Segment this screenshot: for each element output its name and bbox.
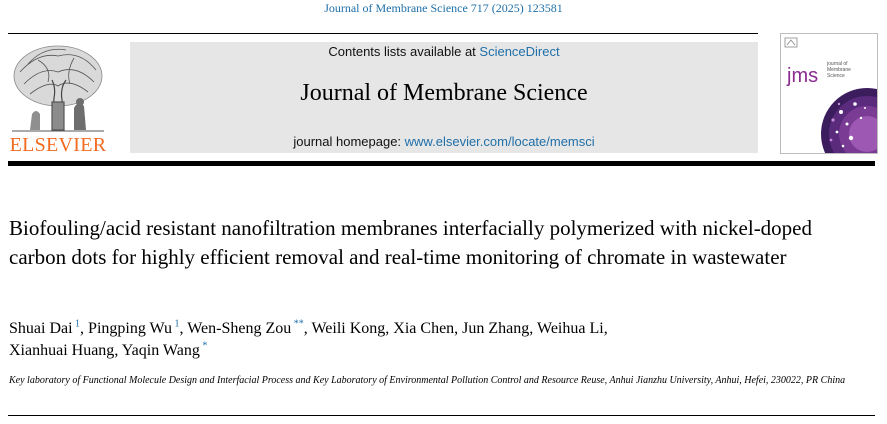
author-footnote-mark[interactable]: ** xyxy=(291,318,304,330)
author-entry[interactable]: Pingping Wu 1 xyxy=(88,318,180,337)
author-entry[interactable]: Shuai Dai 1 xyxy=(9,318,81,337)
elsevier-wordmark: ELSEVIER xyxy=(9,134,107,156)
author-separator: , xyxy=(385,320,394,337)
author-entry[interactable]: Jun Zhang xyxy=(462,320,529,337)
author-separator: , xyxy=(529,320,537,337)
author-separator: , xyxy=(114,342,122,359)
author-name[interactable]: Yaqin Wang xyxy=(121,342,200,359)
author-name[interactable]: Xianhuai Huang xyxy=(9,342,115,359)
author-entry[interactable]: Xia Chen xyxy=(393,320,454,337)
author-footnote-mark[interactable]: 1 xyxy=(72,318,81,330)
author-separator: , xyxy=(179,320,188,337)
homepage-link[interactable]: www.elsevier.com/locate/memsci xyxy=(404,134,595,149)
journal-header-panel: Contents lists available at ScienceDirec… xyxy=(130,42,758,153)
author-affiliation: Key laboratory of Functional Molecule De… xyxy=(9,375,846,386)
author-name[interactable]: Jun Zhang xyxy=(462,320,530,337)
elsevier-tree-logo[interactable] xyxy=(8,42,108,156)
author-name[interactable]: Pingping Wu xyxy=(88,320,173,337)
cover-image-icon: jms journal of Membrane Science xyxy=(781,34,877,153)
cover-subtitle-2: Membrane xyxy=(827,67,851,73)
author-entry[interactable]: Weihua Li xyxy=(537,320,604,337)
cover-subtitle-3: Science xyxy=(827,73,845,79)
journal-citation[interactable]: Journal of Membrane Science 717 (2025) 1… xyxy=(324,1,563,15)
author-entry[interactable]: Yaqin Wang * xyxy=(121,340,208,359)
cover-logo-text: jms xyxy=(786,65,818,87)
journal-homepage: journal homepage: www.elsevier.com/locat… xyxy=(130,134,758,149)
author-separator: , xyxy=(80,320,89,337)
affiliation-bottom-rule xyxy=(8,415,875,416)
sciencedirect-link[interactable]: ScienceDirect xyxy=(479,44,560,59)
author-separator: , xyxy=(603,320,608,337)
header-bottom-thick-rule xyxy=(8,161,875,166)
author-name[interactable]: Weili Kong xyxy=(311,320,386,337)
author-list: Shuai Dai 1, Pingping Wu 1, Wen-Sheng Zo… xyxy=(9,318,869,362)
author-separator: , xyxy=(454,320,463,337)
author-entry[interactable]: Xianhuai Huang xyxy=(9,342,114,359)
author-name[interactable]: Shuai Dai xyxy=(9,320,73,337)
author-name[interactable]: Xia Chen xyxy=(393,320,455,337)
author-separator: , xyxy=(303,320,312,337)
author-entry[interactable]: Weili Kong xyxy=(311,320,385,337)
author-name[interactable]: Weihua Li xyxy=(537,320,604,337)
journal-title: Journal of Membrane Science xyxy=(300,80,588,106)
author-name[interactable]: Wen-Sheng Zou xyxy=(187,320,292,337)
author-footnote-mark[interactable]: * xyxy=(199,340,208,352)
cover-subtitle-1: journal of xyxy=(826,61,848,67)
homepage-prefix: journal homepage: xyxy=(293,134,405,149)
contents-prefix: Contents lists available at xyxy=(328,44,480,59)
contents-availability: Contents lists available at ScienceDirec… xyxy=(130,44,758,59)
header-top-rule xyxy=(8,33,758,34)
tree-logo-icon xyxy=(12,45,104,132)
journal-cover-thumbnail[interactable]: jms journal of Membrane Science xyxy=(780,33,878,154)
author-entry[interactable]: Wen-Sheng Zou ** xyxy=(187,318,304,337)
author-footnote-mark[interactable]: 1 xyxy=(172,318,180,330)
article-title: Biofouling/acid resistant nanofiltration… xyxy=(9,216,813,269)
